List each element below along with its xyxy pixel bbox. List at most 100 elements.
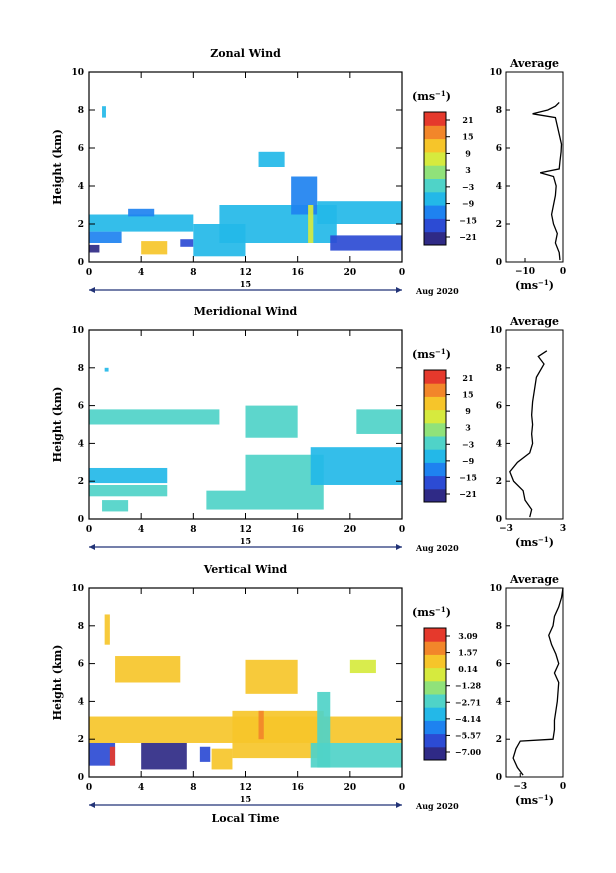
y-tick-label: 4 — [78, 439, 84, 449]
avg-y-tick-label: 2 — [496, 735, 502, 745]
colorbar-frame — [423, 111, 447, 246]
colorbar-tick-label: −15 — [459, 215, 477, 225]
colorbar-segment — [424, 138, 446, 153]
colorbar-segment — [424, 218, 446, 233]
colorbar-tick-label: −9 — [462, 456, 475, 466]
heatmap-cells — [89, 367, 402, 512]
avg-y-tick-label: 0 — [496, 773, 502, 783]
unit-superscript: −1 — [538, 535, 549, 544]
colorbar-segment — [424, 680, 446, 695]
average-frame — [505, 587, 564, 778]
heatmap-cell-13 — [211, 748, 233, 770]
colorbar-tick-label: −21 — [459, 489, 477, 499]
heatmap-cell-3 — [356, 409, 402, 434]
colorbar-segment — [424, 422, 446, 437]
colorbar-segment — [424, 205, 446, 219]
colorbar-unit: (ms−1) — [412, 605, 451, 619]
colorbar-segment — [424, 707, 446, 721]
colorbar-tick-label: −3 — [462, 439, 475, 449]
y-tick-label: 6 — [78, 144, 84, 154]
colorbar-segment — [424, 654, 446, 669]
y-tick-label: 6 — [78, 402, 84, 412]
heatmap-cell-4 — [141, 241, 168, 255]
heatmap-cell-8 — [102, 500, 129, 512]
x-tick-label: 0 — [86, 268, 92, 278]
heatmap-cell-2 — [245, 405, 298, 438]
y-tick-label: 0 — [78, 515, 84, 525]
colorbar-segment — [424, 720, 446, 735]
colorbar-tick-label: 9 — [465, 148, 471, 158]
x-tick-label: 20 — [344, 783, 357, 793]
x-tick-label: 20 — [344, 525, 357, 535]
unit-close: ) — [549, 794, 554, 807]
heatmap-cell-1 — [115, 656, 181, 683]
x-tick-label: 8 — [190, 783, 196, 793]
colorbar-segment — [424, 151, 446, 166]
day-bar-arrow-right — [396, 544, 402, 550]
colorbar-tick-label: 21 — [462, 115, 473, 125]
unit-superscript: −1 — [435, 605, 446, 614]
heatmap-cell-7 — [310, 447, 402, 485]
colorbar-tick-label: −5.57 — [455, 730, 481, 740]
date-label: Aug 2020 — [415, 543, 459, 553]
avg-y-tick-label: 10 — [489, 584, 502, 594]
average-title: Average — [509, 573, 559, 586]
colorbar-tick-label: 3 — [465, 165, 471, 175]
x-axis-label: Local Time — [212, 812, 280, 825]
avg-y-tick-label: 0 — [496, 258, 502, 268]
avg-y-tick-label: 6 — [496, 144, 502, 154]
average-frame — [505, 329, 564, 520]
y-tick-label: 8 — [78, 364, 84, 374]
avg-y-tick-label: 4 — [496, 182, 502, 192]
heatmap-cell-11 — [258, 710, 264, 740]
colorbar-segment — [424, 191, 446, 206]
avg-y-tick-label: 2 — [496, 220, 502, 230]
colorbar-tick-label: −15 — [459, 472, 477, 482]
average-title: Average — [509, 315, 559, 328]
heatmap-cell-5 — [89, 484, 168, 497]
avg-x-tick-label: 3 — [560, 524, 566, 534]
heatmap-cell-2 — [245, 659, 298, 694]
colorbar-segment — [424, 370, 446, 384]
avg-y-tick-label: 8 — [496, 622, 502, 632]
avg-y-tick-label: 8 — [496, 364, 502, 374]
colorbar-segment — [424, 462, 446, 477]
y-axis-label: Height (km) — [51, 129, 64, 205]
heatmap-cell-3 — [349, 659, 376, 674]
colorbar-segment — [424, 628, 446, 642]
avg-y-tick-label: 4 — [496, 439, 502, 449]
unit-superscript: −1 — [435, 89, 446, 98]
average-profile-line — [509, 350, 548, 518]
unit-close: ) — [549, 279, 554, 292]
unit-superscript: −1 — [538, 278, 549, 287]
heatmap-cell-9 — [206, 490, 246, 510]
day-bar-arrow-left — [89, 287, 95, 293]
x-tick-label: 0 — [86, 783, 92, 793]
avg-x-tick-label: 0 — [560, 782, 566, 792]
y-tick-label: 6 — [78, 660, 84, 670]
colorbar-segment — [424, 231, 446, 246]
heatmap-cell-8 — [199, 746, 211, 762]
colorbar-unit: (ms−1) — [412, 89, 451, 103]
colorbar-segment — [424, 178, 446, 193]
x-tick-label: 4 — [138, 783, 144, 793]
avg-x-tick-label: −3 — [513, 782, 527, 792]
y-tick-label: 8 — [78, 622, 84, 632]
average-profile-line — [512, 587, 564, 776]
x-tick-label: 16 — [291, 268, 304, 278]
panel-title: Zonal Wind — [210, 47, 281, 60]
unit-close: ) — [446, 606, 451, 619]
average-frame — [505, 71, 564, 263]
day-bar-arrow-left — [89, 544, 95, 550]
heatmap-cell-6 — [89, 742, 116, 766]
unit-superscript: −1 — [435, 347, 446, 356]
avg-x-tick-label: −3 — [499, 524, 513, 534]
colorbar-tick-label: 21 — [462, 373, 473, 383]
unit-superscript: −1 — [538, 793, 549, 802]
y-tick-label: 4 — [78, 182, 84, 192]
day-label: 15 — [240, 279, 251, 289]
colorbar-segment — [424, 641, 446, 655]
heatmap-cell-13 — [89, 244, 100, 253]
